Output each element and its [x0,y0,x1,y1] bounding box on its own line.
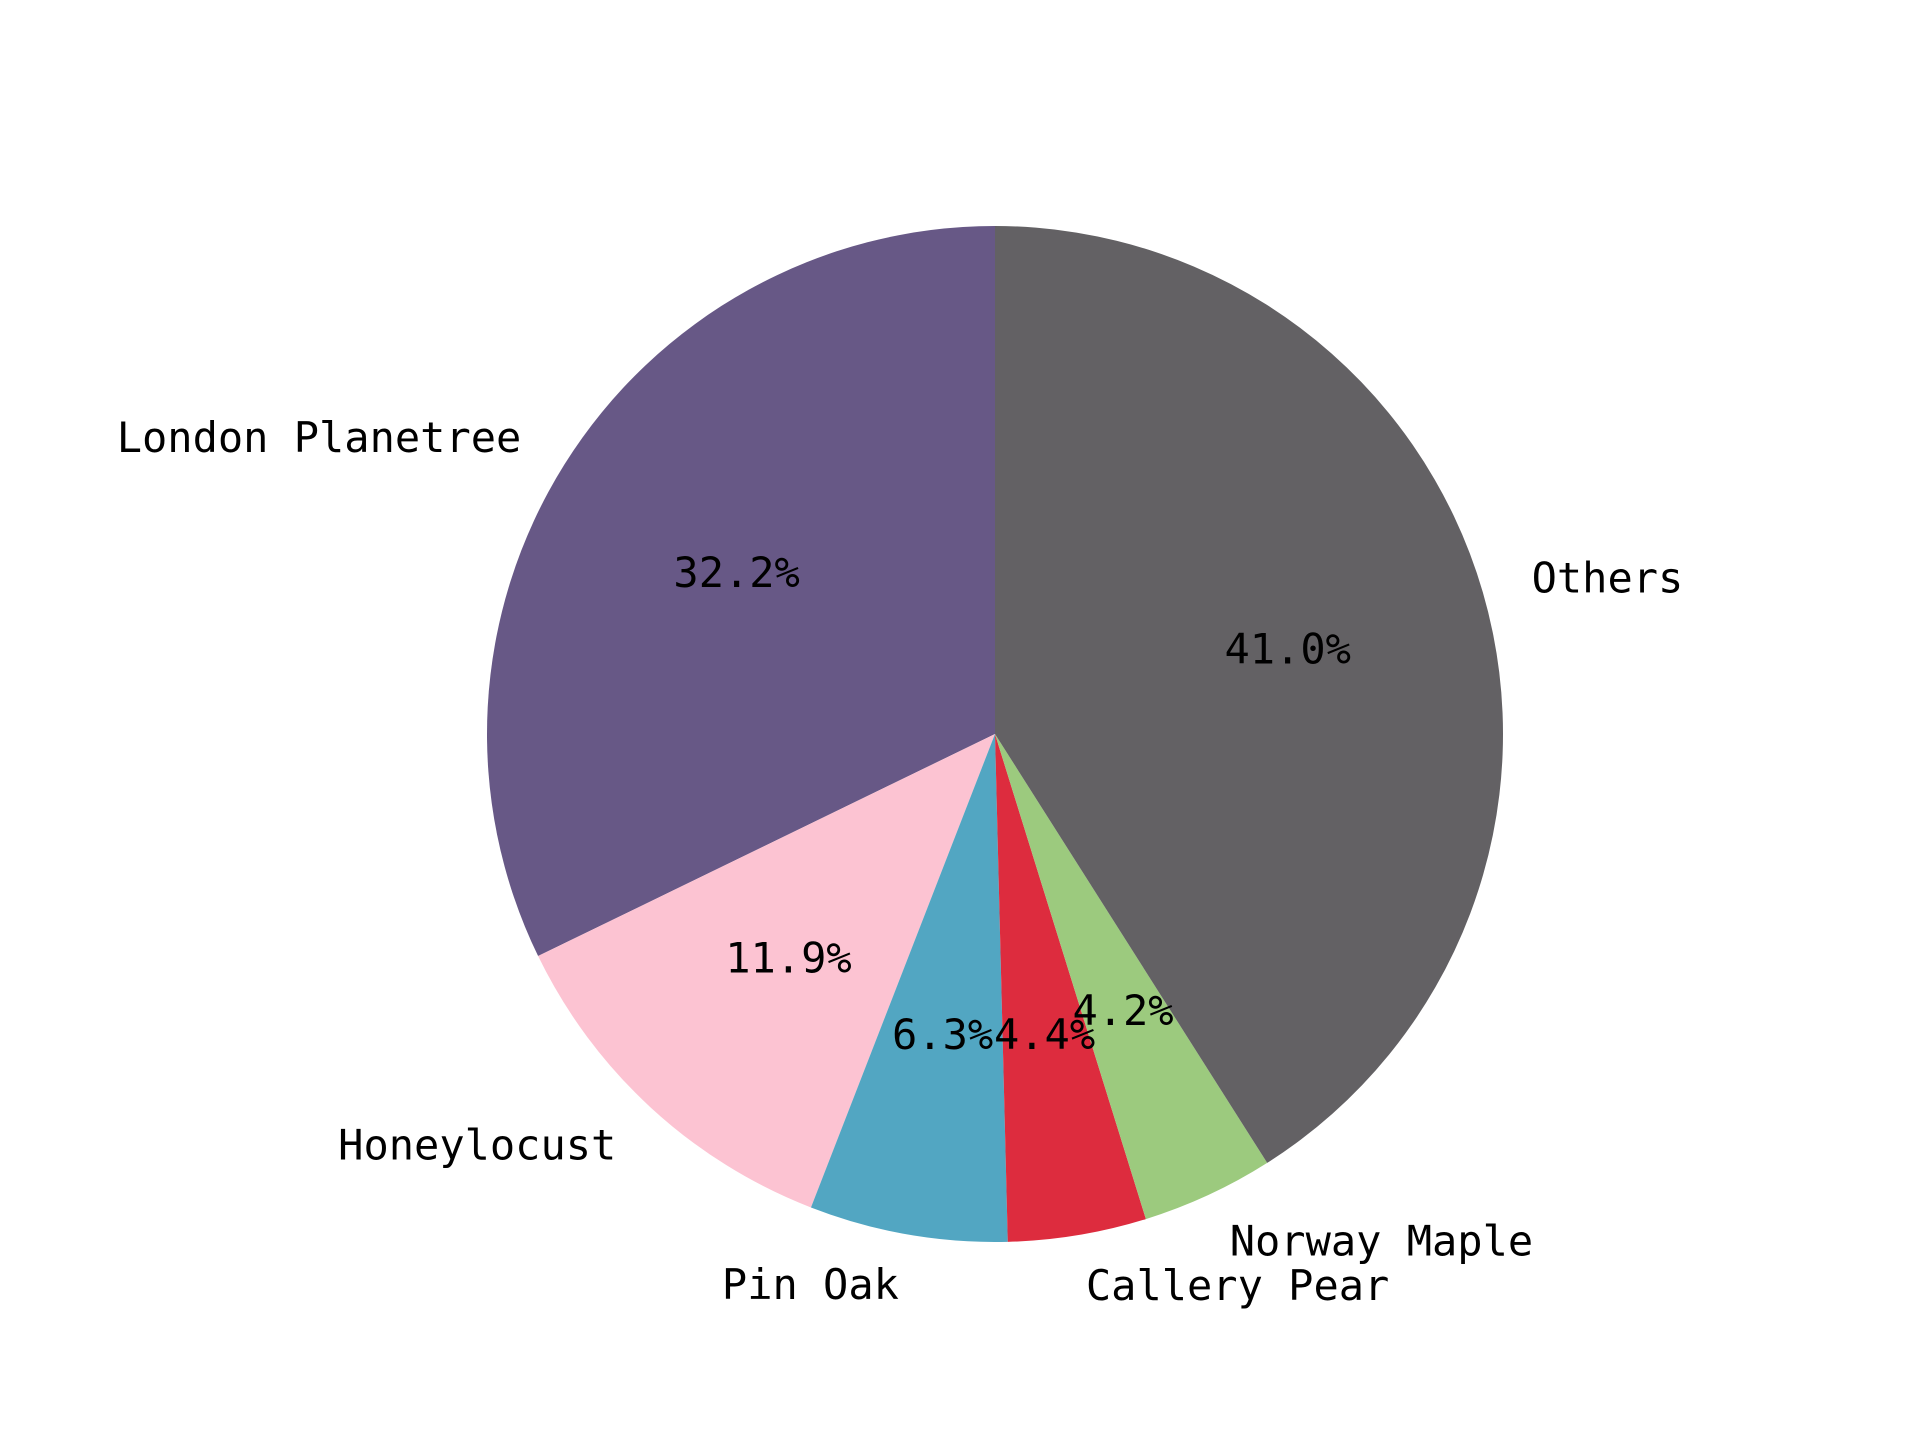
slice-label-honeylocust: Honeylocust [338,1120,616,1169]
pct-label-pin-oak: 6.3% [892,1010,993,1059]
labels-layer: London Planetree 32.2% Honeylocust 11.9% Pin… [117,413,1684,1310]
pct-label-london-planetree: 32.2% [673,548,799,597]
pct-label-honeylocust: 11.9% [725,934,851,983]
slice-label-callery-pear: Callery Pear [1086,1261,1389,1310]
pie-slice-pin-oak [810,734,1008,1243]
pie-slice-others [995,226,1504,1163]
slice-label-pin-oak: Pin Oak [722,1260,899,1309]
pie-slice-honeylocust [538,734,995,1208]
pct-label-norway-maple: 4.2% [1072,986,1173,1035]
slice-label-norway-maple: Norway Maple [1230,1217,1533,1266]
pie-slice-callery-pear [995,734,1146,1242]
pie-slice-norway-maple [995,734,1268,1220]
pie-slice-london-planetree [487,226,995,957]
slices-layer [487,226,1504,1243]
pct-label-callery-pear: 4.4% [994,1010,1095,1059]
pct-label-others: 41.0% [1224,624,1350,673]
slice-label-london-planetree: London Planetree [117,413,522,462]
slice-label-others: Others [1532,554,1684,603]
